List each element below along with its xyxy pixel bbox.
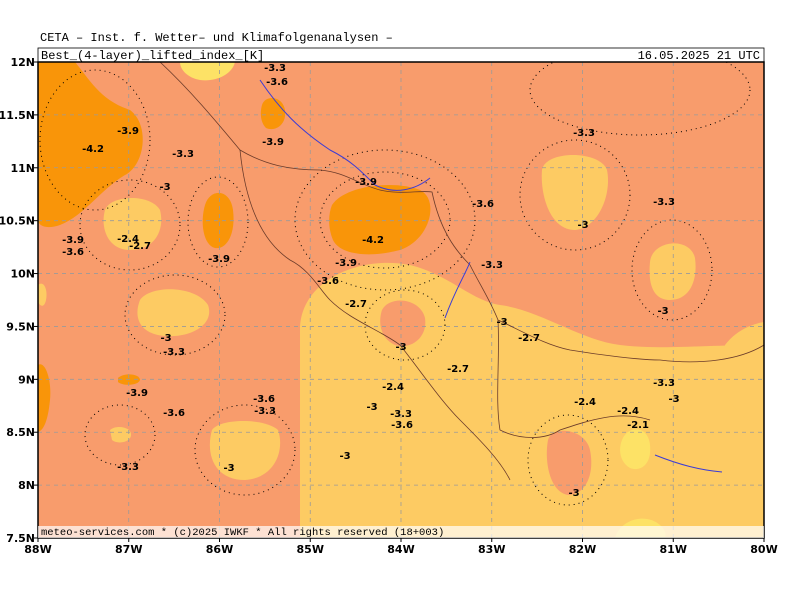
lat-tick-label: 8.5N [6,426,35,439]
contour-label: -2.4 [117,234,139,245]
contour-label: -2.7 [447,364,469,375]
lat-tick-label: 7.5N [6,532,35,545]
contour-label: -2.4 [617,406,639,417]
contour-label: -2.7 [129,241,151,252]
lat-tick-label: 10.5N [0,215,35,228]
footer-strip [38,526,764,538]
valid-time: 16.05.2025 21 UTC [638,49,760,63]
lon-tick-label: 83W [478,543,505,556]
contour-label: -3.3 [172,149,194,160]
contour-labels: -3.3 -3.6 -3.9 -4.2 -3.3 -3.9 -3.3 -3 -3… [62,63,680,499]
graticule [38,62,764,538]
contour-label: -3.6 [253,394,275,405]
contour-label: -3 [339,451,350,462]
contour-label: -3.3 [481,260,503,271]
contour-label: -3.9 [335,258,357,269]
copyright: meteo-services.com * (c)2025 IWKF * All … [41,527,444,539]
contour-label: -3 [668,394,679,405]
isolines [39,62,751,506]
lat-tick-label: 11.5N [0,109,35,122]
contour-label: -4.2 [82,144,104,155]
contour-label: -3.9 [208,254,230,265]
contour-label: -3.6 [266,77,288,88]
contour-label: -3.9 [355,177,377,188]
contour-label: -3.3 [573,128,595,139]
lon-tick-label: 88W [24,543,51,556]
lon-tick-label: 87W [115,543,142,556]
contour-label: -2.7 [345,299,367,310]
lat-tick-label: 10N [10,268,35,281]
map-title: CETA – Inst. f. Wetter– und Klimafolgena… [40,31,393,45]
contour-label: -3.3 [653,197,675,208]
contour-label: -3.6 [317,276,339,287]
contour-label: -4.2 [362,235,384,246]
lon-tick-label: 81W [660,543,687,556]
axis-labels: 88W 87W 86W 85W 84W 83W 82W 81W 80W 12N 11.5N 11N 10… [0,56,778,556]
parameter-label: Best_(4-layer)_lifted_index_[K] [41,49,264,63]
contour-label: -3.6 [391,420,413,431]
lat-tick-label: 9.5N [6,320,35,333]
contour-label: -3.3 [117,462,139,473]
contour-label: -2.1 [627,420,649,431]
lon-tick-label: 84W [387,543,414,556]
lat-tick-label: 11N [10,162,35,175]
coastlines [159,62,764,481]
contour-label: -3.9 [62,235,84,246]
contour-label: -2.7 [518,333,540,344]
lat-tick-label: 9N [18,373,35,386]
contour-label: -3 [159,182,170,193]
contour-label: -3.6 [163,408,185,419]
contour-label: -3.9 [117,126,139,137]
dark-regions [38,62,431,432]
contour-label: -3.6 [472,199,494,210]
contour-label: -3 [496,317,507,328]
contour-label: -3 [366,402,377,413]
contour-label: -3.9 [126,388,148,399]
rivers [259,79,723,473]
lon-tick-label: 82W [569,543,596,556]
salmon-islands [380,300,592,495]
contour-label: -3.6 [62,247,84,258]
contour-label: -3.9 [262,137,284,148]
contour-label: -3 [395,342,406,353]
contour-label: -3.3 [653,378,675,389]
lon-tick-label: 85W [297,543,324,556]
lon-tick-label: 86W [206,543,233,556]
contour-label: -3.3 [163,347,185,358]
contour-label: -3 [223,463,234,474]
contour-label: -3.3 [264,63,286,74]
contour-label: -3.3 [254,406,276,417]
contour-label: -3 [568,488,579,499]
contour-label: -3 [577,220,588,231]
contour-label: -2.4 [574,397,596,408]
lat-tick-label: 12N [10,56,35,69]
contour-label: -3.3 [390,409,412,420]
map-field [38,62,764,538]
lon-tick-label: 80W [750,543,777,556]
contour-label: -3 [657,306,668,317]
lat-tick-label: 8N [18,479,35,492]
contour-label: -2.4 [382,382,404,393]
contour-label: -3 [160,333,171,344]
